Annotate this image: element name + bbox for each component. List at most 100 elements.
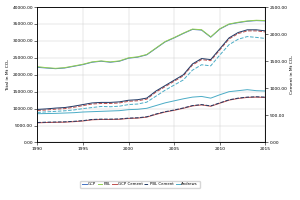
PBL Cement	[81, 119, 85, 122]
Andrews	[99, 110, 103, 113]
GCP Cement	[63, 121, 66, 123]
Line: GCP Cement: GCP Cement	[37, 97, 266, 123]
GCP	[63, 67, 66, 69]
GCP	[163, 41, 167, 43]
GCP	[118, 60, 121, 62]
Andrews	[54, 112, 57, 115]
PBL Cement	[63, 121, 66, 123]
PBL Cement	[72, 120, 76, 123]
GCP Cement	[136, 117, 140, 119]
GCP Cement	[245, 96, 249, 99]
Andrews	[118, 109, 121, 112]
PBL Cement	[35, 121, 39, 124]
GCP	[145, 54, 148, 56]
GCP	[109, 61, 112, 63]
PBL	[90, 61, 94, 63]
PBL Cement	[127, 117, 130, 119]
Andrews	[245, 88, 249, 91]
PBL Cement	[191, 104, 194, 107]
GCP Cement	[227, 99, 231, 101]
PBL	[99, 60, 103, 62]
PBL	[218, 28, 222, 30]
Andrews	[90, 110, 94, 113]
PBL Cement	[264, 96, 267, 98]
PBL Cement	[99, 118, 103, 120]
Line: PBL: PBL	[37, 20, 266, 68]
PBL Cement	[154, 113, 158, 115]
PBL	[172, 36, 176, 39]
PBL Cement	[236, 97, 240, 99]
PBL	[54, 67, 57, 70]
GCP Cement	[118, 118, 121, 120]
GCP Cement	[54, 121, 57, 124]
Y-axis label: Cement in Mt CO₂: Cement in Mt CO₂	[290, 55, 294, 94]
GCP	[136, 56, 140, 58]
PBL Cement	[145, 116, 148, 118]
GCP	[191, 28, 194, 31]
GCP	[218, 28, 222, 30]
GCP	[81, 63, 85, 66]
PBL Cement	[118, 118, 121, 120]
Andrews	[182, 98, 185, 100]
PBL	[72, 65, 76, 67]
GCP Cement	[109, 118, 112, 121]
GCP	[182, 32, 185, 35]
PBL	[81, 63, 85, 65]
GCP	[172, 37, 176, 39]
Andrews	[72, 111, 76, 114]
PBL	[63, 66, 66, 69]
PBL	[227, 23, 231, 25]
GCP	[245, 20, 249, 22]
PBL Cement	[163, 110, 167, 113]
Y-axis label: Total in Mt CO₂: Total in Mt CO₂	[6, 59, 10, 91]
Andrews	[236, 89, 240, 92]
GCP	[154, 47, 158, 50]
PBL	[264, 19, 267, 22]
PBL Cement	[182, 107, 185, 109]
PBL	[209, 36, 212, 38]
Line: PBL Cement: PBL Cement	[37, 97, 266, 123]
GCP Cement	[218, 102, 222, 104]
GCP	[264, 20, 267, 22]
GCP Cement	[172, 109, 176, 112]
GCP Cement	[163, 111, 167, 113]
PBL Cement	[200, 103, 203, 106]
PBL	[118, 60, 121, 62]
Andrews	[45, 112, 48, 115]
GCP Cement	[35, 122, 39, 124]
PBL	[109, 61, 112, 63]
PBL	[45, 66, 48, 69]
PBL Cement	[209, 105, 212, 107]
GCP Cement	[154, 113, 158, 116]
GCP Cement	[255, 96, 258, 98]
GCP Cement	[236, 97, 240, 100]
GCP Cement	[200, 104, 203, 106]
GCP Cement	[72, 120, 76, 123]
Andrews	[109, 110, 112, 112]
PBL Cement	[45, 121, 48, 123]
PBL	[136, 56, 140, 58]
Andrews	[227, 91, 231, 93]
PBL Cement	[227, 99, 231, 101]
GCP	[99, 60, 103, 62]
GCP	[90, 61, 94, 63]
PBL	[236, 21, 240, 23]
Andrews	[218, 94, 222, 96]
PBL	[255, 19, 258, 21]
GCP Cement	[45, 121, 48, 124]
GCP Cement	[127, 117, 130, 120]
Andrews	[127, 108, 130, 111]
GCP	[45, 67, 48, 69]
Andrews	[200, 95, 203, 98]
Legend: GCP, PBL, GCP Cement, PBL Cement, Andrews: GCP, PBL, GCP Cement, PBL Cement, Andrew…	[80, 181, 200, 188]
PBL	[145, 53, 148, 56]
Andrews	[172, 100, 176, 102]
GCP	[209, 36, 212, 38]
GCP	[236, 21, 240, 24]
PBL	[245, 20, 249, 22]
Andrews	[191, 96, 194, 98]
PBL Cement	[218, 102, 222, 104]
Andrews	[255, 89, 258, 92]
Andrews	[163, 102, 167, 104]
Andrews	[35, 113, 39, 115]
